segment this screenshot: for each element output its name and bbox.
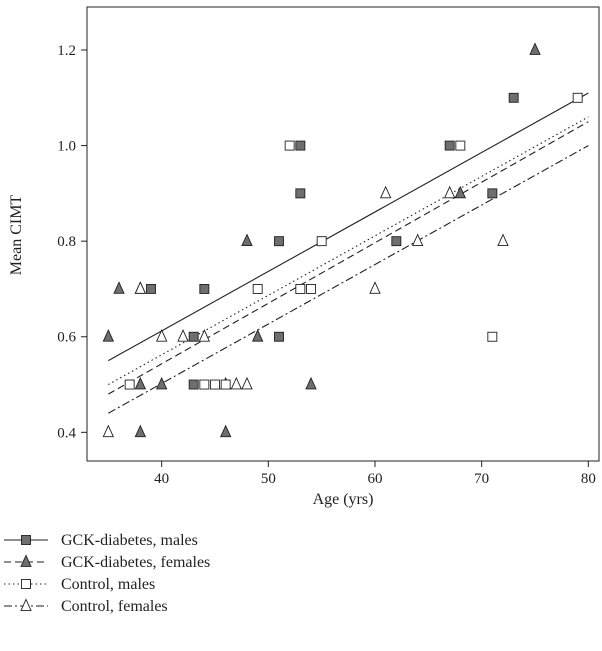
point-series-4-3: [155, 329, 168, 342]
point-series-3-8: [306, 284, 316, 294]
legend-label-1: GCK-diabetes, males: [61, 532, 198, 549]
legend-marker-1: [21, 535, 31, 545]
data-points: [102, 42, 583, 438]
point-series-1-11: [487, 188, 498, 199]
fit-line-series-2: [108, 121, 589, 395]
legend-label-4: Control, females: [61, 598, 168, 615]
point-series-4-11: [443, 185, 456, 199]
legend-label-2: GCK-diabetes, females: [61, 554, 210, 571]
point-series-1-6: [274, 331, 284, 342]
point-series-2-10: [251, 329, 264, 342]
legend-marker-3: [21, 579, 31, 589]
fit-line-series-4: [108, 145, 589, 414]
plot-frame: [86, 6, 600, 462]
point-series-3-2: [199, 379, 210, 390]
legend: GCK-diabetes, males GCK-diabetes, females…: [4, 532, 210, 615]
point-series-2-1: [102, 329, 115, 342]
point-series-2-3: [134, 376, 147, 390]
point-series-4-12: [497, 233, 509, 247]
x-axis: 40 50 60 70 80: [154, 461, 596, 487]
y-tick-label-2: 0.8: [57, 234, 76, 250]
x-axis-title: Age (yrs): [313, 491, 374, 508]
x-tick-label-40: 40: [154, 471, 169, 487]
point-series-1-9: [391, 236, 402, 247]
point-series-1-10: [444, 140, 455, 151]
point-series-1-1: [146, 284, 156, 294]
x-tick-label-80: 80: [581, 471, 596, 487]
point-series-4-9: [379, 185, 392, 199]
point-series-1-8: [295, 188, 306, 199]
point-series-3-1: [124, 379, 135, 390]
fit-line-series-1: [108, 92, 589, 362]
point-series-3-12: [572, 92, 583, 103]
point-series-3-9: [316, 236, 327, 247]
point-series-3-4: [220, 379, 231, 390]
point-series-3-6: [284, 140, 295, 151]
point-series-4-6: [230, 376, 243, 390]
point-series-1-4: [199, 284, 210, 294]
y-tick-label-1: 0.6: [57, 330, 76, 346]
y-tick-label-4: 1.2: [57, 43, 76, 59]
point-series-4-2: [134, 281, 147, 294]
point-series-3-5: [252, 284, 263, 294]
point-series-4-8: [369, 281, 381, 294]
point-series-3-7: [295, 284, 306, 294]
x-tick-label-70: 70: [474, 471, 489, 487]
point-series-2-8: [219, 424, 232, 438]
point-series-1-2: [188, 331, 199, 342]
x-tick-label-60: 60: [368, 471, 383, 487]
point-series-1-7: [295, 140, 306, 151]
legend-marker-4: [20, 598, 32, 611]
point-series-2-13: [529, 42, 541, 55]
y-tick-label-3: 1.0: [57, 139, 76, 155]
point-series-1-5: [274, 236, 284, 247]
point-series-1-3: [188, 379, 199, 390]
point-series-4-4: [177, 329, 189, 342]
point-series-3-3: [210, 379, 220, 390]
legend-label-3: Control, males: [61, 576, 155, 593]
y-axis: 0.4 0.6 0.8 1.0 1.2: [57, 43, 87, 441]
point-series-4-10: [411, 233, 424, 247]
point-series-3-10: [455, 140, 466, 151]
point-series-2-9: [241, 233, 253, 247]
point-series-2-2: [113, 281, 125, 294]
regression-lines: [108, 92, 589, 414]
y-axis-title: Mean CIMT: [8, 195, 25, 276]
y-tick-label-0: 0.4: [57, 425, 76, 441]
x-tick-label-50: 50: [261, 471, 276, 487]
point-series-4-1: [102, 424, 115, 438]
point-series-2-6: [155, 376, 168, 390]
point-series-1-12: [508, 92, 519, 103]
point-series-2-12: [454, 185, 467, 199]
point-series-4-5: [198, 329, 211, 342]
point-series-2-11: [305, 376, 317, 390]
point-series-2-4: [134, 424, 147, 438]
point-series-3-11: [487, 331, 498, 342]
point-series-4-7: [241, 376, 253, 390]
fit-line-series-3: [108, 116, 589, 386]
legend-marker-2: [20, 554, 32, 567]
